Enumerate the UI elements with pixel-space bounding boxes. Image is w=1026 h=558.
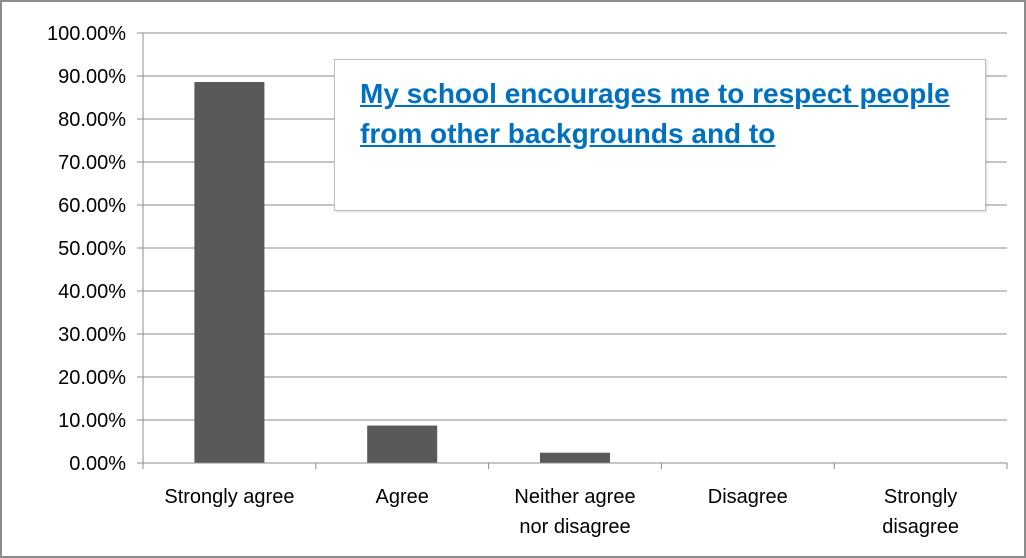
y-tick-label: 20.00% — [58, 367, 126, 389]
y-tick-label: 50.00% — [58, 238, 126, 260]
bar — [540, 452, 610, 463]
x-tick-label: Neither agree nor disagree — [514, 486, 635, 538]
y-tick-label: 70.00% — [58, 152, 126, 174]
y-tick-label: 80.00% — [58, 109, 126, 131]
y-tick-label: 100.00% — [47, 23, 126, 45]
x-tick-label: Strongly agree — [164, 486, 294, 508]
y-tick-label: 90.00% — [58, 66, 126, 88]
y-tick-label: 30.00% — [58, 324, 126, 346]
x-tick-label: Agree — [376, 486, 429, 508]
y-tick-labels: 0.00% 10.00% 20.00% 30.00% 40.00% 50.00% 60.00… — [47, 23, 126, 475]
bars — [194, 82, 610, 464]
bar — [367, 425, 438, 463]
y-tick-label: 10.00% — [58, 410, 126, 432]
x-tick-label: Disagree — [708, 486, 788, 508]
chart-title: My school encourages me to respect peopl… — [360, 78, 950, 149]
axes — [137, 32, 1008, 469]
x-tick-label: Strongly disagree — [882, 486, 959, 538]
y-tick-label: 60.00% — [58, 195, 126, 217]
y-tick-label: 40.00% — [58, 281, 126, 303]
y-tick-label: 0.00% — [69, 453, 126, 475]
bar — [194, 82, 265, 464]
x-tick-labels: Strongly agree Agree Neither agree nor disa… — [164, 486, 959, 538]
chart-title-box: My school encourages me to respect peopl… — [334, 59, 986, 211]
